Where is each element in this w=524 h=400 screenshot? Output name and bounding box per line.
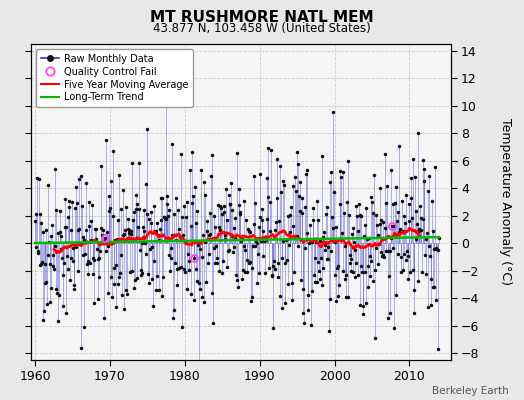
Text: MT RUSHMORE NATL MEM: MT RUSHMORE NATL MEM bbox=[150, 10, 374, 25]
Text: 43.877 N, 103.458 W (United States): 43.877 N, 103.458 W (United States) bbox=[153, 22, 371, 35]
Y-axis label: Temperature Anomaly (°C): Temperature Anomaly (°C) bbox=[499, 118, 512, 286]
Text: Berkeley Earth: Berkeley Earth bbox=[432, 386, 508, 396]
Legend: Raw Monthly Data, Quality Control Fail, Five Year Moving Average, Long-Term Tren: Raw Monthly Data, Quality Control Fail, … bbox=[36, 49, 193, 107]
